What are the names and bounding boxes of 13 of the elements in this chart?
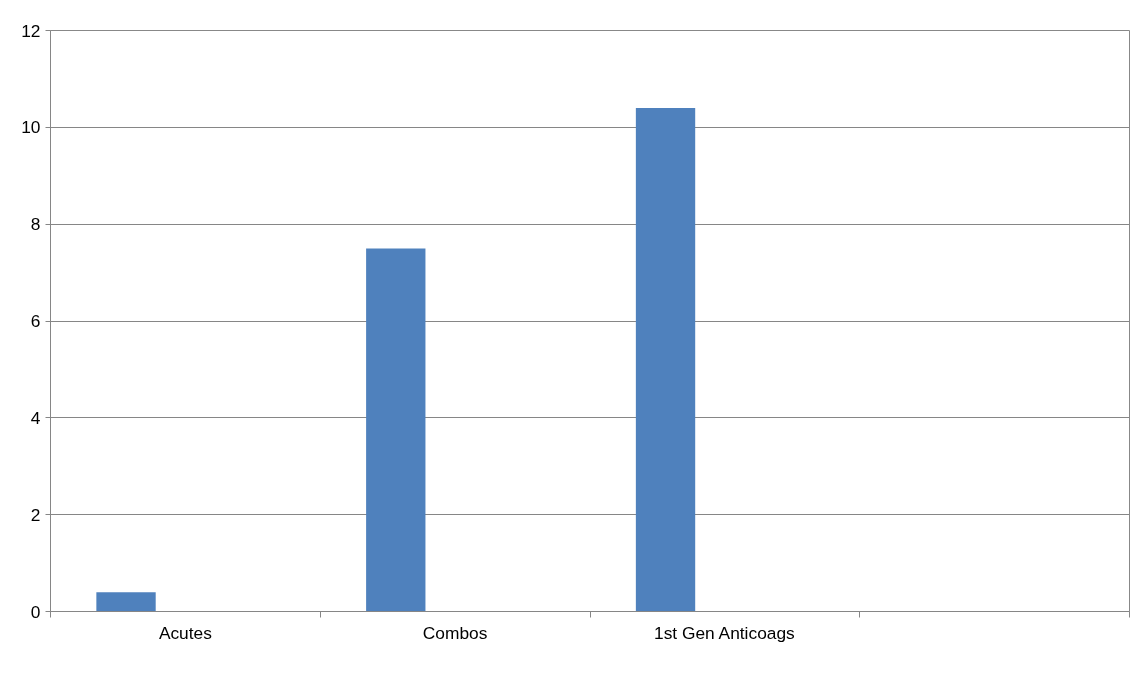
bar xyxy=(635,107,696,612)
y-tick-label: 10 xyxy=(21,117,41,138)
y-tick-label: 2 xyxy=(30,504,41,525)
x-tick-label: Combos xyxy=(422,622,488,643)
y-tick-label: 0 xyxy=(30,601,41,622)
y-tick-label: 6 xyxy=(30,311,41,331)
bar xyxy=(96,592,156,612)
y-tick-label: 12 xyxy=(21,20,41,41)
y-tick-label: 4 xyxy=(30,407,41,428)
bar xyxy=(366,248,426,612)
x-tick-label: 1st Gen Anticoags xyxy=(654,622,796,643)
y-tick-label: 8 xyxy=(30,214,41,235)
x-tick-label: Acutes xyxy=(158,622,213,643)
